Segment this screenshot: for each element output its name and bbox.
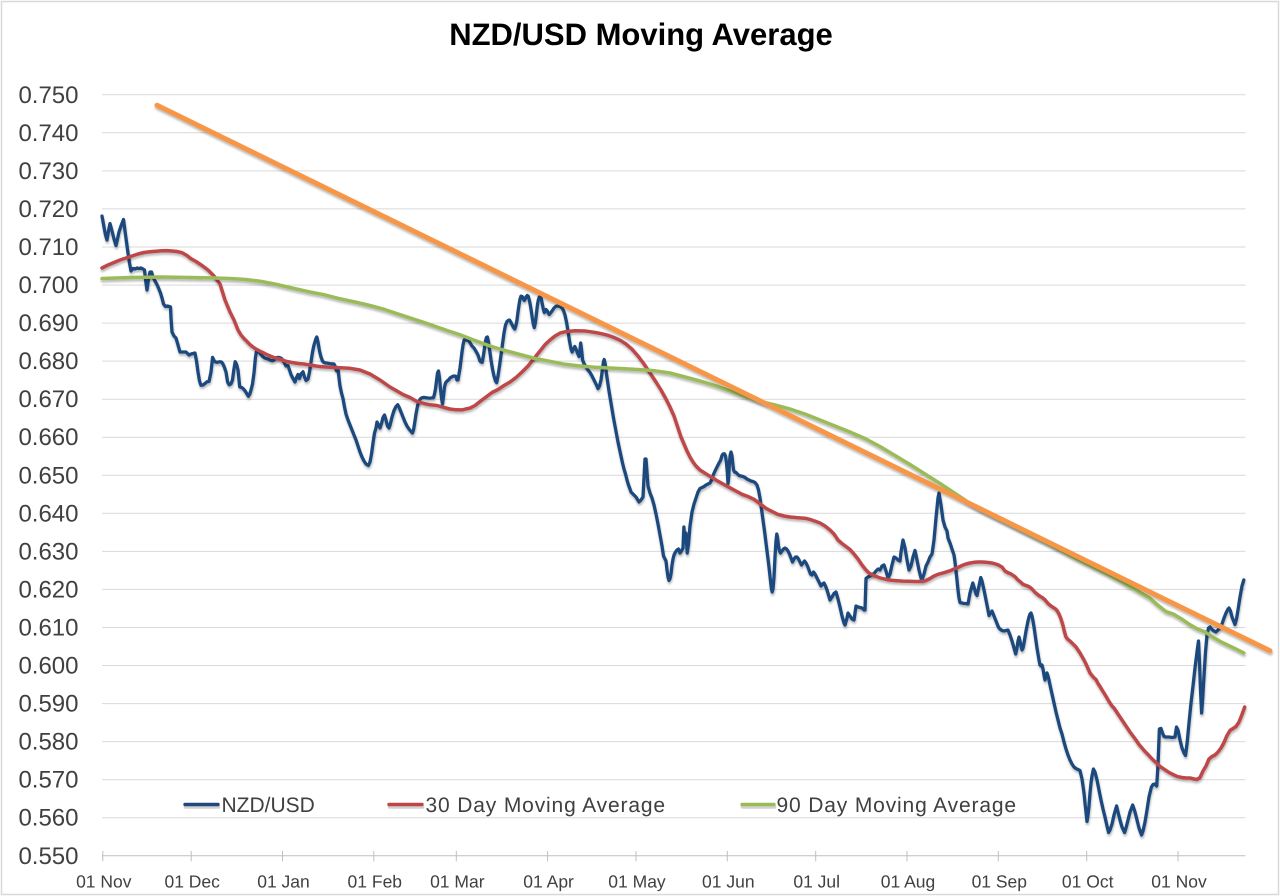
svg-text:0.750: 0.750	[18, 82, 78, 109]
svg-text:0.740: 0.740	[18, 120, 78, 147]
svg-text:0.550: 0.550	[18, 843, 78, 870]
svg-text:0.640: 0.640	[18, 500, 78, 527]
svg-text:0.710: 0.710	[18, 234, 78, 261]
svg-text:01 Oct: 01 Oct	[1062, 872, 1114, 892]
svg-text:01 Jan: 01 Jan	[257, 872, 310, 892]
svg-text:0.630: 0.630	[18, 538, 78, 565]
svg-text:01 Apr: 01 Apr	[523, 872, 574, 892]
svg-text:0.660: 0.660	[18, 424, 78, 451]
svg-text:01 Aug: 01 Aug	[881, 872, 936, 892]
svg-text:01 Nov: 01 Nov	[1151, 872, 1207, 892]
svg-text:0.680: 0.680	[18, 348, 78, 375]
svg-text:0.670: 0.670	[18, 386, 78, 413]
svg-text:NZD/USD: NZD/USD	[222, 794, 315, 817]
svg-text:0.620: 0.620	[18, 576, 78, 603]
svg-text:0.610: 0.610	[18, 615, 78, 642]
svg-text:0.730: 0.730	[18, 158, 78, 185]
svg-text:01 Feb: 01 Feb	[348, 872, 402, 892]
svg-text:01 May: 01 May	[608, 872, 666, 892]
svg-text:0.570: 0.570	[18, 767, 78, 794]
svg-text:01 Dec: 01 Dec	[164, 872, 220, 892]
svg-text:NZD/USD Moving Average: NZD/USD Moving Average	[449, 17, 833, 52]
svg-text:0.600: 0.600	[18, 653, 78, 680]
svg-text:01 Nov: 01 Nov	[76, 872, 132, 892]
svg-text:0.720: 0.720	[18, 196, 78, 223]
svg-text:0.700: 0.700	[18, 272, 78, 299]
svg-text:01 Sep: 01 Sep	[972, 872, 1027, 892]
svg-text:0.560: 0.560	[18, 805, 78, 832]
svg-text:0.580: 0.580	[18, 729, 78, 756]
svg-text:0.590: 0.590	[18, 691, 78, 718]
svg-text:0.650: 0.650	[18, 462, 78, 489]
svg-text:01 Mar: 01 Mar	[430, 872, 485, 892]
svg-text:0.690: 0.690	[18, 310, 78, 337]
svg-text:90 Day Moving Average: 90 Day Moving Average	[777, 794, 1017, 817]
svg-text:30 Day Moving Average: 30 Day Moving Average	[426, 794, 666, 817]
svg-text:01 Jul: 01 Jul	[793, 872, 840, 892]
svg-text:01 Jun: 01 Jun	[702, 872, 755, 892]
